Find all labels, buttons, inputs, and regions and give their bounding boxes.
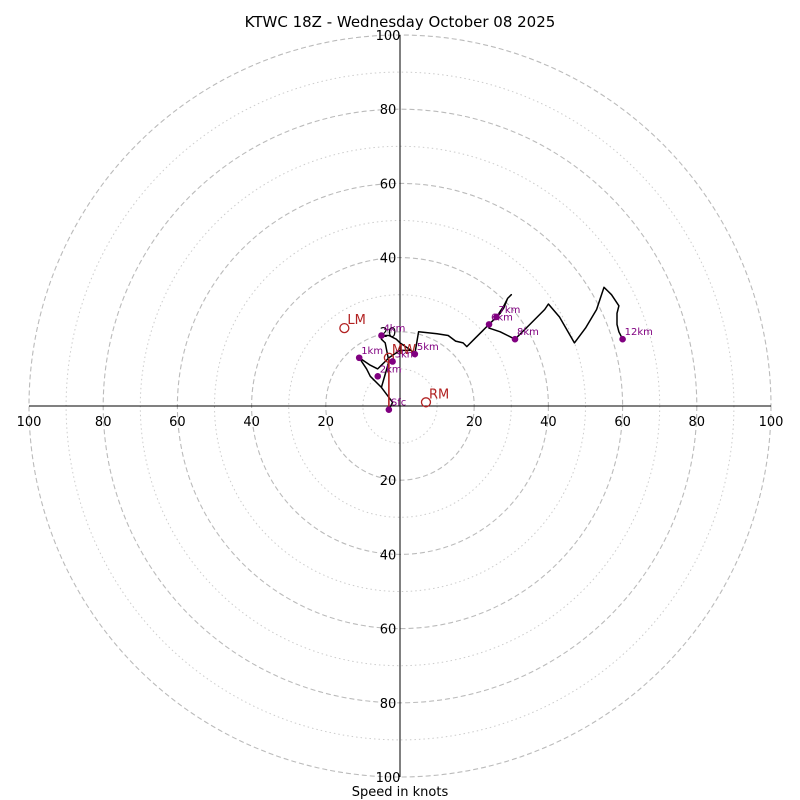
height-label-7km: 7km [498, 305, 520, 316]
height-marker-12km [619, 335, 626, 343]
tick-label-y-down: 60 [380, 623, 397, 638]
height-label-8km: 8km [517, 327, 539, 338]
tick-label-x-left: 80 [95, 415, 112, 430]
tick-label-y-down: 20 [380, 474, 397, 489]
height-marker-3km [389, 358, 396, 365]
tick-label-y-up: 40 [380, 252, 397, 267]
tick-label-y-up: 100 [376, 29, 401, 44]
height-label-2km: 2km [380, 364, 402, 375]
height-marker-6km [485, 321, 493, 328]
height-label-3km: 3km [395, 349, 417, 360]
tick-label-x-right: 40 [540, 415, 557, 430]
height-marker-sfc [385, 406, 393, 414]
tick-label-x-left: 40 [243, 415, 260, 430]
tick-label-x-right: 100 [759, 415, 784, 430]
storm-motion-marker-lm [339, 322, 350, 334]
tick-label-y-down: 80 [380, 697, 397, 712]
tick-label-x-right: 20 [466, 415, 483, 430]
tick-label-x-left: 100 [17, 415, 42, 430]
height-label-sfc: Sfc [391, 398, 406, 409]
height-label-5km: 5km [417, 342, 439, 353]
height-marker-8km [511, 335, 519, 343]
tick-label-x-left: 60 [169, 415, 186, 430]
x-axis-label: Speed in knots [352, 785, 449, 800]
storm-motion-marker-rm [420, 397, 432, 408]
tick-label-y-up: 60 [380, 177, 397, 192]
height-label-12km: 12km [625, 327, 653, 338]
height-label-4km: 4km [383, 324, 405, 335]
hodograph-line [358, 286, 624, 411]
height-label-6km: 6km [491, 312, 513, 323]
storm-motion-marker-mw [383, 352, 395, 363]
storm-motion-label-lm: LM [347, 313, 365, 328]
storm-motion-label-rm: RM [429, 387, 449, 402]
tick-label-y-up: 80 [380, 103, 397, 118]
storm-motion-markers: LM MW RM [339, 313, 449, 410]
height-marker-1km [355, 354, 363, 362]
tick-label-x-right: 60 [614, 415, 631, 430]
tick-label-x-right: 80 [689, 415, 706, 430]
height-label-1km: 1km [361, 346, 383, 357]
tick-label-y-down: 40 [380, 548, 397, 563]
height-marker-2km [374, 373, 382, 380]
axes [29, 35, 771, 777]
height-marker-4km [378, 332, 385, 339]
height-marker-7km [493, 313, 500, 321]
storm-motion-label-mw: MW [392, 343, 416, 358]
chart-title: KTWC 18Z - Wednesday October 08 2025 [245, 13, 556, 31]
height-marker-5km [411, 350, 419, 358]
tick-label-x-left: 20 [318, 415, 335, 430]
tick-label-y-down: 100 [376, 771, 401, 786]
